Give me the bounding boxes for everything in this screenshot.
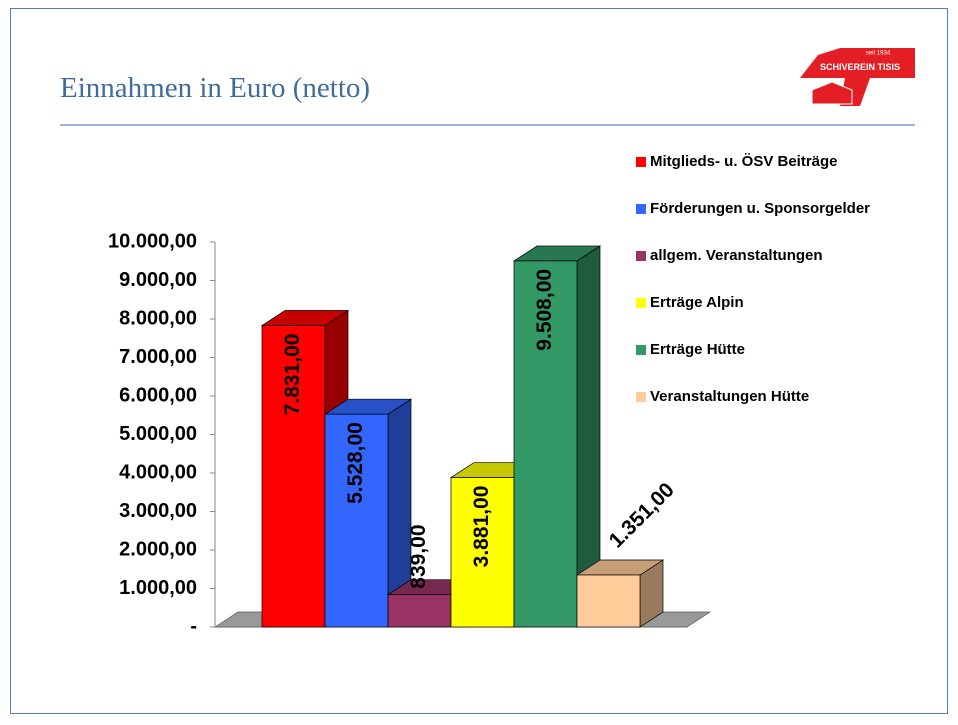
slide-title: Einnahmen in Euro (netto) <box>60 72 370 104</box>
logo-small: seit 1934 <box>866 51 891 57</box>
legend-swatch <box>636 251 646 261</box>
value-label: 9.508,00 <box>533 269 556 351</box>
legend-swatch <box>636 345 646 355</box>
logo-house <box>811 81 853 105</box>
y-tick-label: 1.000,00 <box>119 577 197 599</box>
legend-swatch <box>636 204 646 214</box>
value-label: 839,00 <box>407 524 430 588</box>
value-label: 5.528,00 <box>344 422 367 504</box>
y-tick-label: 4.000,00 <box>119 461 197 483</box>
legend-swatch <box>636 392 646 402</box>
value-label: 3.881,00 <box>470 486 493 568</box>
legend-swatch <box>636 157 646 167</box>
y-tick-label: 3.000,00 <box>119 500 197 522</box>
bar <box>324 413 389 628</box>
y-tick-label: 5.000,00 <box>119 423 197 445</box>
value-label: 7.831,00 <box>281 334 304 416</box>
logo-shape <box>800 48 915 106</box>
bar <box>261 325 326 628</box>
bar <box>450 477 515 628</box>
y-tick-label: 8.000,00 <box>119 307 197 329</box>
legend-label: Erträge Hütte <box>650 341 745 358</box>
y-tick-label: 2.000,00 <box>119 538 197 560</box>
y-tick-label: 6.000,00 <box>119 384 197 406</box>
logo-name: SCHIVEREIN TISIS <box>820 62 900 72</box>
bar <box>387 594 452 628</box>
legend-label: Förderungen u. Sponsorgelder <box>650 200 870 217</box>
legend-label: Erträge Alpin <box>650 294 744 311</box>
legend-label: Mitglieds- u. ÖSV Beiträge <box>650 153 838 170</box>
y-tick-label: 7.000,00 <box>119 346 197 368</box>
bar <box>513 260 578 628</box>
y-tick-label: - <box>190 615 197 637</box>
legend-label: allgem. Veranstaltungen <box>650 247 823 264</box>
legend-label: Veranstaltungen Hütte <box>650 388 809 405</box>
y-tick-label: 10.000,00 <box>108 230 197 252</box>
logo: seit 1934 SCHIVEREIN TISIS <box>800 48 915 106</box>
legend-swatch <box>636 298 646 308</box>
bar <box>576 574 641 628</box>
y-tick-label: 9.000,00 <box>119 269 197 291</box>
